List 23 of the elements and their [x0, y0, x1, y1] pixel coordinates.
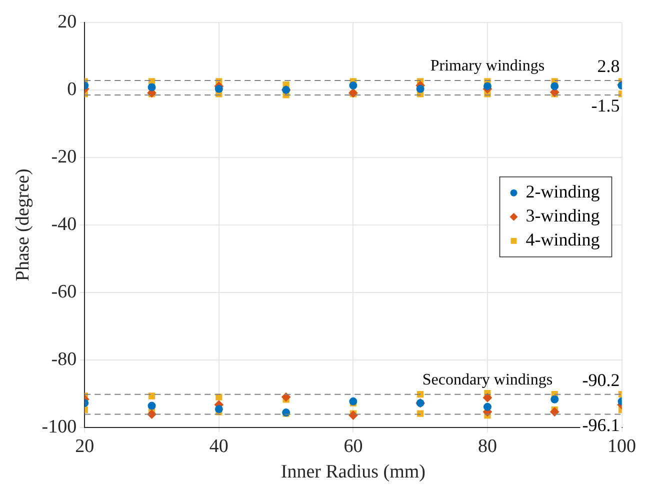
legend-label: 2-winding — [526, 182, 600, 202]
ref-line-label: -96.1 — [582, 414, 620, 435]
legend-label: 4-winding — [526, 230, 600, 250]
y-tick-label: -20 — [51, 146, 77, 168]
y-tick-label: -80 — [51, 348, 77, 370]
x-tick-label: 60 — [344, 436, 363, 457]
y-tick-label: -60 — [51, 281, 77, 302]
annotation: Secondary windings — [422, 372, 553, 389]
x-tick-label: 80 — [478, 436, 497, 457]
x-tick-label: 40 — [209, 436, 228, 457]
x-tick-label: 100 — [608, 436, 636, 457]
annotation: Primary windings — [430, 58, 545, 75]
ref-line-label: -1.5 — [591, 96, 620, 116]
y-tick-label: 20 — [58, 11, 77, 32]
y-tick-label: -40 — [51, 214, 77, 235]
y-tick-label: -100 — [42, 416, 77, 438]
x-axis-title: Inner Radius (mm) — [280, 462, 426, 483]
legend-label: 3-winding — [526, 206, 600, 226]
ref-line-label: 2.8 — [597, 56, 620, 76]
y-axis-title: Phase (degree) — [12, 168, 34, 282]
y-tick-label: 0 — [67, 78, 77, 100]
x-tick-label: 20 — [75, 436, 94, 457]
ref-line-label: -90.2 — [582, 370, 620, 390]
